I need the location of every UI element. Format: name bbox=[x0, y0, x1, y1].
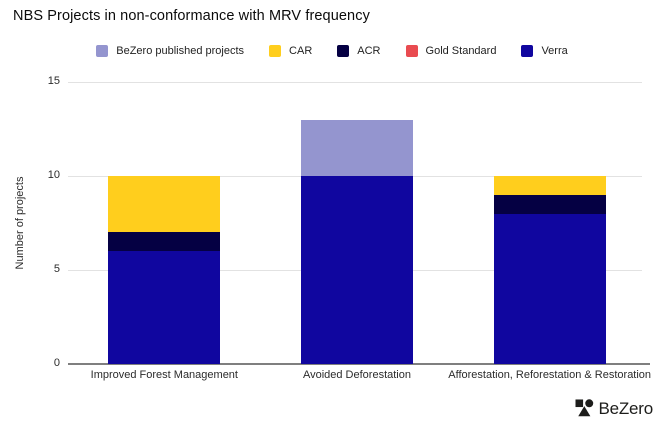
legend-label: CAR bbox=[289, 45, 313, 57]
legend-label: Gold Standard bbox=[425, 45, 497, 57]
bar-segment bbox=[108, 251, 221, 364]
legend-swatch bbox=[337, 45, 350, 57]
x-category-label: Avoided Deforestation bbox=[302, 369, 411, 381]
legend-item-gold-standard: Gold Standard bbox=[405, 45, 497, 57]
bar-segment bbox=[108, 232, 221, 252]
x-axis-line bbox=[68, 363, 650, 365]
bar-segment bbox=[493, 213, 606, 364]
legend-swatch bbox=[405, 45, 418, 57]
legend: BeZero published projects CAR ACR Gold Stan… bbox=[0, 44, 664, 58]
legend-item-bezero-published-projects: BeZero published projects bbox=[96, 45, 244, 57]
legend-swatch bbox=[269, 45, 282, 57]
bar-segment bbox=[493, 176, 606, 195]
bar-segment bbox=[493, 194, 606, 214]
x-category-label: Improved Forest Management bbox=[90, 369, 238, 381]
legend-swatch bbox=[96, 45, 109, 57]
bezero-logo-mark bbox=[575, 399, 594, 417]
gridline-15 bbox=[68, 82, 642, 83]
legend-item-car: CAR bbox=[269, 45, 312, 57]
legend-label: BeZero published projects bbox=[116, 45, 245, 57]
y-tick-label: 0 bbox=[53, 357, 60, 369]
legend-label: Verra bbox=[541, 45, 568, 57]
bezero-wordmark: BeZero bbox=[598, 398, 653, 418]
legend-item-verra: Verra bbox=[521, 45, 568, 57]
bar-segment bbox=[301, 119, 413, 176]
y-tick-label: 5 bbox=[53, 263, 60, 275]
legend-swatch bbox=[521, 45, 534, 57]
y-tick-label: 10 bbox=[47, 169, 60, 181]
chart-title: NBS Projects in non-conformance with MRV… bbox=[13, 8, 370, 24]
bezero-logo: BeZero bbox=[575, 399, 653, 417]
bar-segment bbox=[301, 176, 413, 364]
y-axis-label: Number of projects bbox=[14, 176, 26, 270]
x-category-label: Afforestation, Reforestation & Restorati… bbox=[448, 369, 652, 381]
legend-item-acr: ACR bbox=[337, 45, 381, 57]
bar-segment bbox=[108, 176, 221, 233]
legend-label: ACR bbox=[357, 45, 381, 57]
y-tick-label: 15 bbox=[47, 75, 60, 87]
